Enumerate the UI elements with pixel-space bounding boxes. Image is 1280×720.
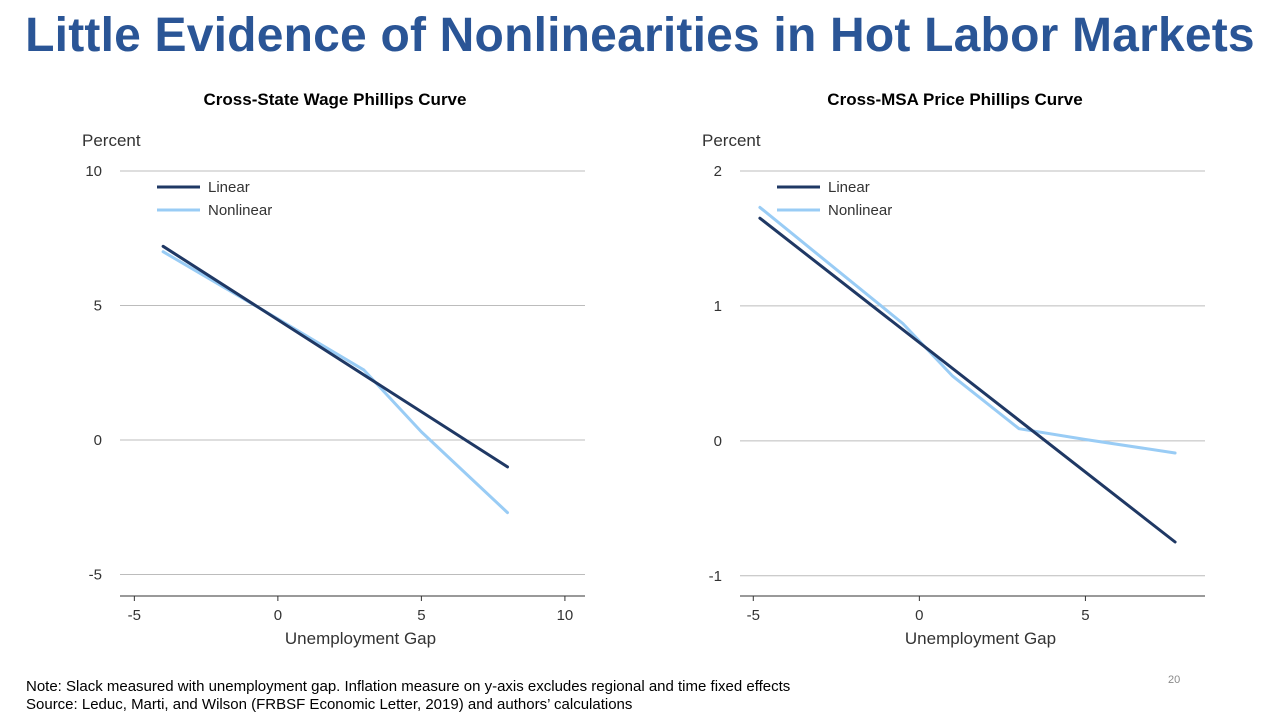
y-tick-label: 5 [94, 297, 102, 314]
y-tick-label: 1 [714, 298, 722, 315]
x-tick-label: 5 [417, 607, 425, 624]
x-tick-label: 0 [274, 607, 282, 624]
chart-wage-phillips-curve: Cross-State Wage Phillips Curve Percent 1… [70, 86, 600, 656]
slide-title: Little Evidence of Nonlinearities in Hot… [25, 9, 1255, 62]
source-text: Source: Leduc, Marti, and Wilson (FRBSF … [26, 696, 633, 713]
legend-label-linear: Linear [208, 179, 250, 196]
chart-title: Cross-MSA Price Phillips Curve [827, 90, 1083, 109]
x-axis-label: Unemployment Gap [285, 629, 436, 648]
legend-label-linear: Linear [828, 179, 870, 196]
y-tick-label: 2 [714, 163, 722, 180]
y-tick-label: -5 [89, 566, 102, 583]
x-tick-label: 0 [915, 607, 923, 624]
x-tick-label: 5 [1081, 607, 1089, 624]
note-text: Note: Slack measured with unemployment g… [26, 678, 791, 695]
y-tick-label: -1 [709, 568, 722, 585]
y-axis-label: Percent [702, 131, 761, 150]
footnote: Note: Slack measured with unemployment g… [26, 678, 790, 714]
series-line-nonlinear [758, 205, 1177, 455]
y-tick-label: 0 [94, 432, 102, 449]
legend-label-nonlinear: Nonlinear [828, 202, 892, 219]
y-axis-label: Percent [82, 131, 141, 150]
page-number: 20 [1168, 674, 1181, 686]
x-axis-label: Unemployment Gap [905, 629, 1056, 648]
series-line-linear [758, 216, 1177, 544]
chart-title: Cross-State Wage Phillips Curve [203, 90, 467, 109]
chart-svg: Percent 2 1 0 -1 -5 0 5 Unemployment Gap Linear No… [702, 131, 1205, 648]
x-tick-label: -5 [747, 607, 760, 624]
x-tick-label: 10 [557, 607, 574, 624]
series-line-nonlinear [161, 250, 509, 515]
series-line-linear [161, 244, 509, 469]
legend-label-nonlinear: Nonlinear [208, 202, 272, 219]
y-tick-label: 10 [85, 163, 102, 180]
x-tick-label: -5 [128, 607, 141, 624]
chart-svg: Percent 10 5 0 -5 -5 0 5 10 Unemployment Gap Linea… [82, 131, 585, 648]
chart-price-phillips-curve: Cross-MSA Price Phillips Curve Percent 2 1… [690, 86, 1220, 656]
y-tick-label: 0 [714, 433, 722, 450]
